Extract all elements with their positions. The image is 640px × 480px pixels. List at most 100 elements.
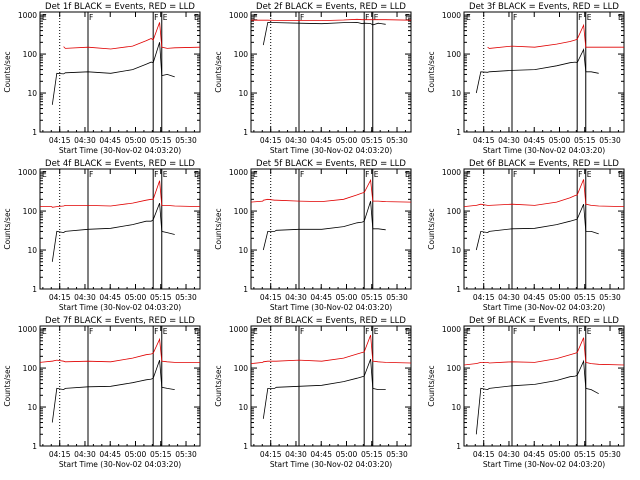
y-tick-label: 100: [234, 364, 249, 373]
y-tick-label: 1: [32, 442, 37, 451]
x-tick-label: 05:15: [574, 136, 596, 145]
series-events-line: [51, 202, 175, 262]
edge-marker-right: E: [618, 13, 623, 22]
time-marker-label: F: [365, 327, 369, 336]
y-tick-label: 10: [27, 89, 37, 98]
y-tick-label: 10: [238, 246, 248, 255]
detector-panel-6: Det 6f BLACK = Events, RED = LLD Counts/s…: [427, 159, 625, 312]
y-tick-label: 10: [238, 403, 248, 412]
plot-frame: [39, 168, 201, 290]
y-tick-label: 10: [238, 89, 248, 98]
edge-marker-left: E: [253, 170, 258, 179]
edge-marker-left: E: [253, 13, 258, 22]
x-tick-label: 05:00: [125, 293, 147, 302]
x-tick-label: 04:45: [99, 293, 121, 302]
plot-frame: [463, 11, 625, 133]
detector-panel-4: Det 4f BLACK = Events, RED = LLD Counts/s…: [3, 159, 201, 312]
series-events-line: [51, 359, 175, 423]
x-tick-label: 04:45: [523, 450, 545, 459]
y-axis-label: Counts/sec: [214, 51, 223, 92]
x-tick-label: 04:45: [523, 293, 545, 302]
x-tick-label: 04:15: [260, 136, 282, 145]
x-tick-label: 05:00: [549, 136, 571, 145]
x-tick-label: 05:00: [336, 293, 358, 302]
series-lld-line: [250, 334, 412, 364]
y-axis-label: Counts/sec: [427, 208, 436, 249]
x-tick-label: 05:15: [361, 293, 383, 302]
y-tick-label: 1000: [18, 11, 37, 20]
y-tick-label: 1: [456, 442, 461, 451]
detector-panel-8: Det 8f BLACK = Events, RED = LLD Counts/s…: [214, 316, 412, 469]
time-marker-label: E: [163, 327, 168, 336]
y-tick-label: 1000: [229, 11, 248, 20]
time-marker-label: F: [154, 170, 158, 179]
time-marker-label: F: [89, 13, 93, 22]
y-tick-label: 100: [234, 50, 249, 59]
x-axis-label: Start Time (30-Nov-02 04:03:20): [270, 146, 392, 155]
y-tick-label: 1: [243, 442, 248, 451]
x-tick-label: 04:15: [473, 136, 495, 145]
x-tick-label: 05:00: [125, 450, 147, 459]
detector-panel-3: Det 3f BLACK = Events, RED = LLD Counts/s…: [427, 2, 625, 155]
y-tick-label: 100: [23, 207, 38, 216]
time-marker-label: F: [154, 327, 158, 336]
time-marker-label: F: [89, 327, 93, 336]
y-tick-label: 10: [451, 246, 461, 255]
x-tick-label: 05:15: [361, 450, 383, 459]
plot-frame: [250, 11, 412, 133]
edge-marker-right: E: [194, 327, 199, 336]
y-tick-label: 1000: [442, 325, 461, 334]
series-lld-line: [39, 337, 200, 363]
detector-panel-9: Det 9f BLACK = Events, RED = LLD Counts/s…: [427, 316, 625, 469]
y-tick-label: 1000: [18, 168, 37, 177]
x-axis-label: Start Time (30-Nov-02 04:03:20): [483, 146, 605, 155]
x-tick-label: 04:30: [498, 450, 520, 459]
edge-marker-left: E: [42, 170, 47, 179]
edge-marker-right: E: [405, 170, 410, 179]
panel-title: Det 9f BLACK = Events, RED = LLD: [469, 316, 619, 326]
x-tick-label: 05:15: [574, 450, 596, 459]
x-tick-label: 04:15: [49, 136, 71, 145]
series-events-line: [475, 359, 599, 435]
y-tick-label: 10: [27, 403, 37, 412]
x-tick-label: 05:15: [150, 136, 172, 145]
edge-marker-left: E: [42, 13, 47, 22]
time-marker-label: F: [513, 170, 517, 179]
x-tick-label: 04:15: [473, 293, 495, 302]
x-tick-label: 05:30: [386, 293, 408, 302]
y-tick-label: 1: [32, 128, 37, 137]
x-tick-label: 05:30: [599, 293, 621, 302]
panel-title: Det 5f BLACK = Events, RED = LLD: [256, 159, 406, 169]
x-tick-label: 05:00: [549, 293, 571, 302]
x-tick-label: 05:15: [150, 450, 172, 459]
x-tick-label: 05:30: [599, 136, 621, 145]
x-tick-label: 05:00: [125, 136, 147, 145]
detector-panel-1: Det 1f BLACK = Events, RED = LLD Counts/s…: [3, 2, 201, 155]
x-tick-label: 04:45: [523, 136, 545, 145]
time-marker-label: F: [578, 327, 582, 336]
panel-title: Det 1f BLACK = Events, RED = LLD: [45, 2, 195, 12]
series-lld-line: [250, 178, 412, 203]
plot-frame: [39, 11, 201, 133]
edge-marker-right: E: [618, 327, 623, 336]
x-tick-label: 05:00: [549, 450, 571, 459]
series-events-line: [262, 21, 386, 46]
detector-panel-2: Det 2f BLACK = Events, RED = LLD Counts/s…: [214, 2, 412, 155]
series-lld-line: [40, 180, 201, 208]
y-tick-label: 100: [234, 207, 249, 216]
x-axis-label: Start Time (30-Nov-02 04:03:20): [59, 460, 181, 469]
y-tick-label: 1000: [229, 325, 248, 334]
panel-title: Det 6f BLACK = Events, RED = LLD: [469, 159, 619, 169]
time-marker-label: F: [513, 13, 517, 22]
x-tick-label: 04:30: [498, 293, 520, 302]
x-tick-label: 05:30: [386, 136, 408, 145]
series-events-line: [51, 42, 175, 105]
time-marker-label: F: [89, 170, 93, 179]
edge-marker-right: E: [405, 13, 410, 22]
y-tick-label: 10: [27, 246, 37, 255]
series-lld-line: [63, 22, 201, 50]
plot-frame: [250, 325, 412, 447]
plot-frame: [39, 325, 201, 447]
x-tick-label: 05:15: [361, 136, 383, 145]
y-axis-label: Counts/sec: [427, 365, 436, 406]
